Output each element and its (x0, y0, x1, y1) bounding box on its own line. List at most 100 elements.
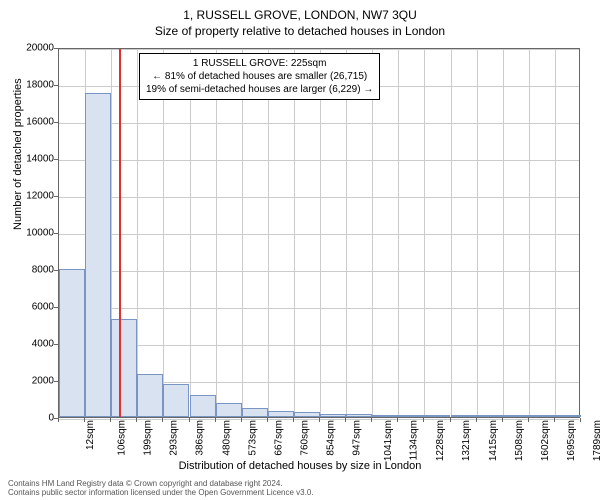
y-tick-label: 14000 (26, 154, 54, 165)
x-tick-mark (554, 418, 555, 422)
x-tick-mark (110, 418, 111, 422)
x-tick-mark (476, 418, 477, 422)
histogram-bar (216, 403, 242, 417)
x-tick-label: 386sqm (195, 420, 206, 456)
x-tick-mark (162, 418, 163, 422)
x-tick-label: 667sqm (273, 420, 284, 456)
histogram-bar (59, 269, 85, 417)
y-tick-mark (54, 270, 58, 271)
x-tick-label: 1134sqm (409, 420, 420, 460)
grid-line-vertical (398, 49, 399, 417)
grid-line-vertical (320, 49, 321, 417)
histogram-bar (190, 395, 216, 417)
y-tick-label: 4000 (32, 339, 54, 350)
x-tick-mark (528, 418, 529, 422)
grid-line-vertical (242, 49, 243, 417)
footer-line-2: Contains public sector information licen… (8, 488, 314, 498)
grid-line-vertical (529, 49, 530, 417)
footer-attribution: Contains HM Land Registry data © Crown c… (8, 479, 314, 498)
grid-line-vertical (372, 49, 373, 417)
x-tick-mark (450, 418, 451, 422)
chart-plot-area: 1 RUSSELL GROVE: 225sqm← 81% of detached… (58, 48, 580, 418)
annotation-line-3: 19% of semi-detached houses are larger (… (146, 83, 373, 96)
y-axis-label: Number of detached properties (12, 78, 24, 230)
x-tick-label: 1602sqm (540, 420, 551, 461)
grid-line-vertical (424, 49, 425, 417)
x-tick-label: 199sqm (143, 420, 154, 456)
histogram-bar (451, 415, 477, 417)
annotation-box: 1 RUSSELL GROVE: 225sqm← 81% of detached… (139, 53, 380, 100)
x-tick-label: 1695sqm (566, 420, 577, 461)
x-tick-label: 1508sqm (514, 420, 525, 461)
histogram-bar (320, 414, 346, 417)
histogram-bar (477, 415, 503, 417)
histogram-bar (242, 408, 268, 417)
y-tick-mark (54, 159, 58, 160)
grid-line-vertical (477, 49, 478, 417)
x-tick-label: 293sqm (169, 420, 180, 456)
x-tick-label: 1228sqm (435, 420, 446, 461)
grid-line-vertical (346, 49, 347, 417)
x-tick-label: 106sqm (117, 420, 128, 456)
y-tick-mark (54, 344, 58, 345)
x-tick-label: 12sqm (85, 420, 96, 450)
y-tick-mark (54, 196, 58, 197)
x-tick-mark (423, 418, 424, 422)
y-tick-mark (54, 381, 58, 382)
chart-title-sub: Size of property relative to detached ho… (0, 22, 600, 38)
histogram-bar (346, 414, 372, 417)
x-tick-mark (371, 418, 372, 422)
y-tick-label: 8000 (32, 265, 54, 276)
y-tick-label: 10000 (26, 228, 54, 239)
histogram-bar (294, 412, 320, 417)
x-tick-mark (241, 418, 242, 422)
x-tick-mark (84, 418, 85, 422)
histogram-bar (137, 374, 163, 417)
histogram-bar (163, 384, 189, 417)
grid-line-vertical (294, 49, 295, 417)
histogram-bar (111, 319, 137, 417)
histogram-bar (85, 93, 111, 417)
histogram-bar (424, 415, 450, 417)
x-tick-label: 1415sqm (488, 420, 499, 461)
x-tick-label: 854sqm (325, 420, 336, 456)
y-tick-mark (54, 48, 58, 49)
y-tick-mark (54, 85, 58, 86)
x-tick-label: 480sqm (221, 420, 232, 456)
x-tick-mark (58, 418, 59, 422)
y-tick-label: 2000 (32, 376, 54, 387)
annotation-line-1: 1 RUSSELL GROVE: 225sqm (146, 57, 373, 70)
histogram-bar (268, 411, 294, 417)
histogram-bar (555, 415, 581, 417)
y-tick-label: 12000 (26, 191, 54, 202)
y-tick-label: 16000 (26, 117, 54, 128)
x-tick-mark (580, 418, 581, 422)
x-tick-label: 760sqm (299, 420, 310, 456)
x-tick-label: 1789sqm (592, 420, 600, 461)
histogram-bar (529, 415, 555, 417)
histogram-bar (372, 415, 398, 417)
x-tick-mark (345, 418, 346, 422)
histogram-bar (503, 415, 529, 417)
footer-line-1: Contains HM Land Registry data © Crown c… (8, 479, 314, 489)
y-tick-label: 20000 (26, 43, 54, 54)
grid-line-vertical (503, 49, 504, 417)
annotation-line-2: ← 81% of detached houses are smaller (26… (146, 70, 373, 83)
y-tick-mark (54, 307, 58, 308)
x-tick-mark (397, 418, 398, 422)
x-tick-mark (215, 418, 216, 422)
x-tick-mark (136, 418, 137, 422)
x-tick-label: 573sqm (247, 420, 258, 456)
y-tick-mark (54, 233, 58, 234)
x-axis-label: Distribution of detached houses by size … (0, 460, 600, 472)
property-marker-line (119, 49, 121, 417)
x-tick-mark (319, 418, 320, 422)
x-tick-mark (293, 418, 294, 422)
x-tick-label: 947sqm (352, 420, 363, 456)
grid-line-vertical (163, 49, 164, 417)
grid-line-vertical (216, 49, 217, 417)
chart-title-main: 1, RUSSELL GROVE, LONDON, NW7 3QU (0, 0, 600, 22)
grid-line-vertical (451, 49, 452, 417)
grid-line-vertical (268, 49, 269, 417)
histogram-bar (398, 415, 424, 417)
